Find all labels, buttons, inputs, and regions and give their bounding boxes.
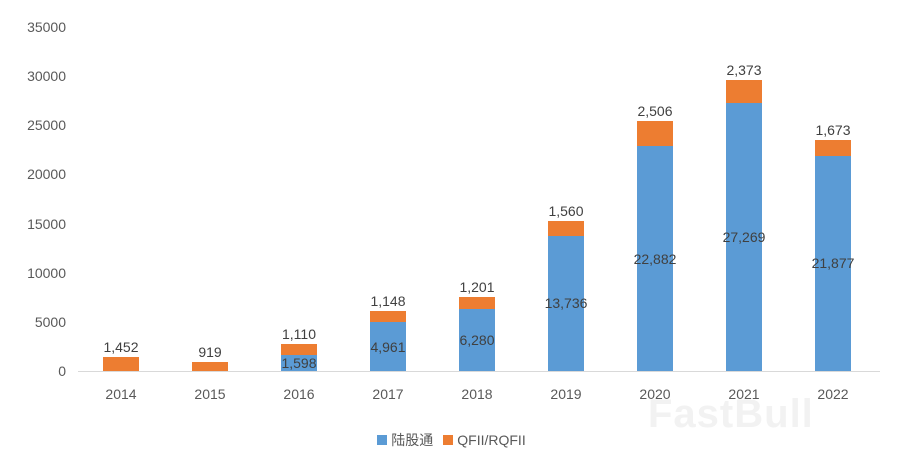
x-tick-label: 2020: [639, 386, 671, 402]
bar-lugutong: [548, 235, 584, 371]
x-axis-line: [78, 371, 880, 372]
x-tick-label: 2022: [817, 386, 849, 402]
data-label: 4,961: [370, 338, 406, 355]
y-tick-label: 10000: [27, 264, 66, 281]
legend-label: 陆股通: [391, 432, 434, 448]
data-label: 27,269: [722, 228, 766, 245]
x-tick-label: 2016: [283, 386, 315, 402]
data-label: 13,736: [544, 295, 588, 312]
data-label: 21,877: [811, 255, 855, 272]
bar-qfii: [726, 79, 762, 103]
data-label: 2,373: [726, 61, 762, 78]
data-label: 919: [198, 343, 222, 360]
bar-qfii: [459, 297, 495, 310]
bar-qfii: [637, 121, 673, 147]
watermark: FastBull: [648, 392, 814, 436]
x-tick-label: 2021: [728, 386, 760, 402]
y-tick-label: 15000: [27, 215, 66, 232]
bar-lugutong: [637, 146, 673, 371]
x-tick-label: 2017: [372, 386, 404, 402]
y-tick-label: 35000: [27, 19, 66, 35]
x-tick-label: 2018: [461, 386, 493, 402]
y-tick-label: 5000: [34, 313, 66, 330]
bar-lugutong: [281, 355, 317, 371]
data-label: 2,506: [637, 103, 673, 120]
bar-qfii: [281, 344, 317, 356]
y-tick-label: 0: [58, 363, 66, 379]
y-tick-label: 20000: [27, 166, 66, 183]
data-label: 1,201: [459, 279, 495, 296]
bar-lugutong: [726, 102, 762, 371]
legend-swatch-orange: [443, 435, 454, 445]
legend-item-qfii[interactable]: QFII/RQFII: [443, 432, 526, 448]
legend-label: QFII/RQFII: [457, 432, 526, 448]
y-tick-label: 25000: [27, 117, 66, 134]
bar-qfii: [103, 356, 139, 371]
legend-swatch-blue: [377, 435, 388, 445]
data-label: 1,110: [282, 326, 316, 343]
bar-qfii: [370, 310, 406, 323]
data-label: 22,882: [633, 250, 677, 267]
y-tick-label: 30000: [27, 68, 66, 85]
x-tick-label: 2015: [194, 386, 226, 402]
data-label: 6,280: [459, 332, 495, 349]
x-tick-label: 2014: [105, 386, 137, 402]
x-tick-label: 2019: [550, 386, 582, 402]
legend: 陆股通 QFII/RQFII: [0, 430, 903, 450]
legend-item-lugutong[interactable]: 陆股通: [377, 430, 433, 450]
bar-lugutong: [370, 322, 406, 371]
data-label: 1,598: [281, 355, 317, 371]
bar-qfii: [815, 139, 851, 156]
bar-qfii: [548, 220, 584, 236]
bar-lugutong: [459, 309, 495, 371]
data-label: 1,673: [815, 121, 851, 138]
data-label: 1,560: [548, 202, 584, 219]
bar-qfii: [192, 361, 228, 371]
data-label: 1,452: [103, 338, 139, 355]
data-label: 1,148: [370, 292, 406, 309]
bar-lugutong: [815, 155, 851, 371]
